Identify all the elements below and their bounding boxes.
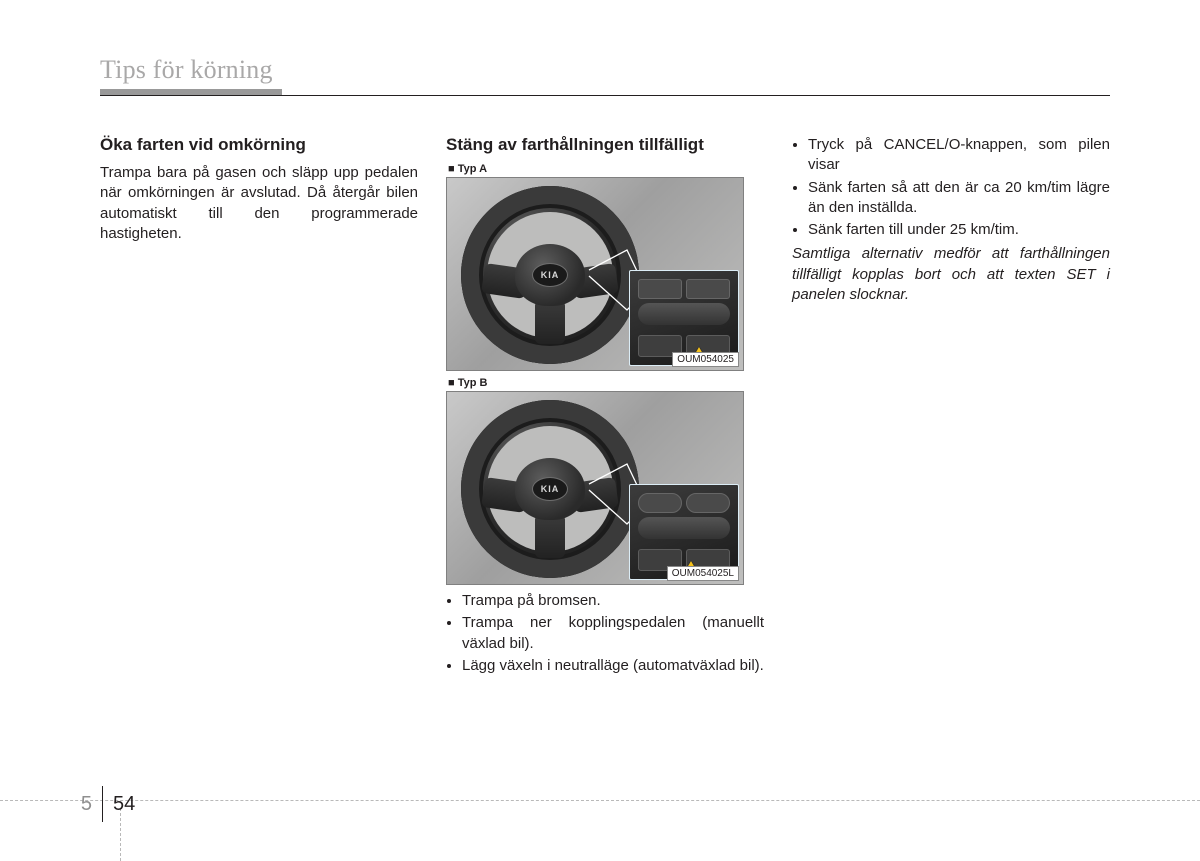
figure-b-label: ■ Typ B xyxy=(448,377,744,389)
figure-a-code: OUM054025 xyxy=(672,352,739,367)
list-item: Tryck på CANCEL/O-knappen, som pilen vis… xyxy=(808,135,1110,176)
chapter-number: 5 xyxy=(81,793,102,816)
steering-wheel-icon: KIA xyxy=(461,400,639,578)
manual-page: Tips för körning Öka farten vid omkörnin… xyxy=(0,0,1200,861)
section-title: Tips för körning xyxy=(100,55,1110,85)
figure-b-code: OUM054025L xyxy=(667,566,739,581)
figure-typ-a: ■ Typ A KIA xyxy=(446,163,744,371)
trim-line-icon xyxy=(0,800,1200,801)
col1-heading: Öka farten vid omkörning xyxy=(100,135,418,155)
column-1: Öka farten vid omkörning Trampa bara på … xyxy=(100,135,418,678)
list-item: Trampa ner kopplingspedalen (manuellt vä… xyxy=(462,613,764,654)
list-item: Sänk farten så att den är ca 20 km/tim l… xyxy=(808,178,1110,219)
header-rule xyxy=(100,89,1110,97)
list-item: Sänk farten till under 25 km/tim. xyxy=(808,220,1110,240)
figure-b-image: KIA OUM054025L xyxy=(446,391,744,585)
figure-typ-b: ■ Typ B KIA xyxy=(446,377,744,585)
page-number: 54 xyxy=(103,793,135,816)
kia-logo-icon: KIA xyxy=(532,263,568,287)
content-columns: Öka farten vid omkörning Trampa bara på … xyxy=(100,135,1110,678)
list-item: Lägg växeln i neutralläge (automatväxlad… xyxy=(462,656,764,676)
col3-bullet-list: Tryck på CANCEL/O-knappen, som pilen vis… xyxy=(792,135,1110,240)
col2-heading: Stäng av farthållningen tillfälligt xyxy=(446,135,764,155)
page-footer: 5 54 xyxy=(0,785,135,823)
col3-note: Samtliga alternativ medför att farthålln… xyxy=(792,244,1110,305)
column-3: Tryck på CANCEL/O-knappen, som pilen vis… xyxy=(792,135,1110,678)
list-item: Trampa på bromsen. xyxy=(462,591,764,611)
figure-a-label: ■ Typ A xyxy=(448,163,744,175)
column-2: Stäng av farthållningen tillfälligt ■ Ty… xyxy=(446,135,764,678)
col1-paragraph: Trampa bara på gasen och släpp upp pedal… xyxy=(100,163,418,244)
steering-wheel-icon: KIA xyxy=(461,186,639,364)
figure-a-image: KIA OUM054025 xyxy=(446,177,744,371)
kia-logo-icon: KIA xyxy=(532,477,568,501)
figure-b-label-text: Typ B xyxy=(458,377,488,389)
figure-a-label-text: Typ A xyxy=(458,163,487,175)
col2-bullet-list: Trampa på bromsen. Trampa ner kopplingsp… xyxy=(446,591,764,676)
